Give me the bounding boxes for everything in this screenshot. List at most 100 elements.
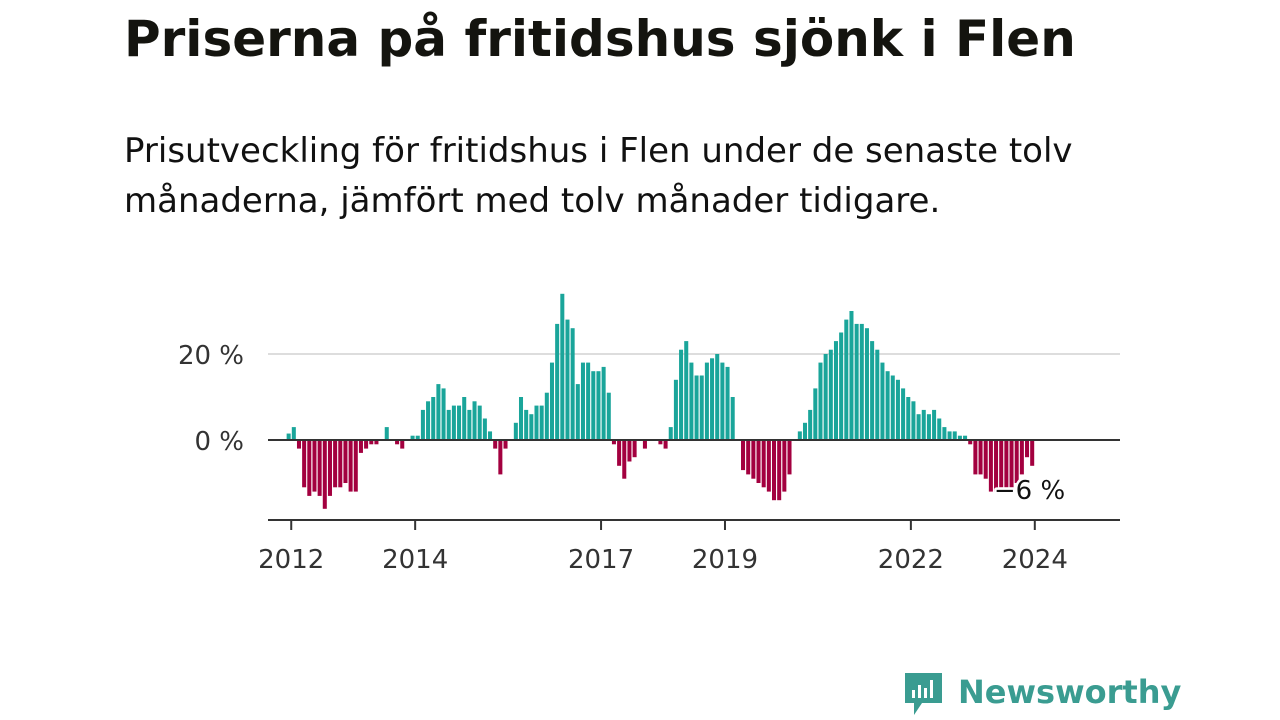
bar <box>1025 440 1030 458</box>
bar <box>627 440 632 462</box>
bar <box>684 341 689 440</box>
y-tick-label: 20 % <box>178 341 244 371</box>
bar <box>746 440 751 475</box>
bar <box>534 405 539 440</box>
bar <box>1004 440 1009 488</box>
newsworthy-logo-text: Newsworthy <box>958 673 1182 711</box>
bar <box>885 371 890 440</box>
bar <box>410 435 415 440</box>
bar <box>963 435 968 440</box>
bar <box>457 405 462 440</box>
bar <box>699 375 704 440</box>
bar <box>580 362 585 440</box>
bar <box>591 371 596 440</box>
bar <box>544 392 549 440</box>
bar <box>560 293 565 440</box>
bar <box>1014 440 1019 483</box>
x-tick-label: 2019 <box>692 545 758 575</box>
bar <box>353 440 358 492</box>
bar <box>493 440 498 449</box>
bar <box>472 401 477 440</box>
newsworthy-logo: Newsworthy <box>902 670 1181 716</box>
bar <box>932 409 937 440</box>
bar <box>374 440 379 445</box>
bar <box>689 362 694 440</box>
bar <box>611 440 616 445</box>
bar <box>1019 440 1024 475</box>
bar <box>870 341 875 440</box>
bar <box>730 397 735 440</box>
bar <box>859 323 864 440</box>
bar <box>513 422 518 440</box>
bar <box>395 440 400 445</box>
bar <box>849 311 854 440</box>
bar <box>761 440 766 488</box>
bar <box>333 440 338 488</box>
x-tick-label: 2014 <box>382 545 448 575</box>
bar <box>988 440 993 492</box>
bar <box>420 409 425 440</box>
bar <box>720 362 725 440</box>
bar <box>694 375 699 440</box>
bar <box>797 431 802 440</box>
bar <box>741 440 746 471</box>
x-tick-label: 2022 <box>878 545 944 575</box>
bar <box>431 397 436 440</box>
bar <box>968 440 973 445</box>
bar <box>725 366 730 440</box>
bar <box>307 440 312 496</box>
bar <box>937 418 942 440</box>
bar <box>777 440 782 501</box>
bar <box>926 414 931 440</box>
bar <box>503 440 508 449</box>
bar <box>1030 440 1035 466</box>
bar <box>947 431 952 440</box>
bar <box>973 440 978 475</box>
bar <box>828 349 833 440</box>
axes <box>268 439 1120 530</box>
bar <box>312 440 317 492</box>
bar <box>802 422 808 440</box>
bar <box>441 388 446 440</box>
bars <box>286 293 1035 509</box>
bar <box>617 440 622 466</box>
bar <box>880 362 885 440</box>
bar <box>570 328 575 440</box>
bar <box>384 427 389 440</box>
bar <box>622 440 627 479</box>
bar <box>895 379 900 440</box>
bar <box>358 440 363 453</box>
bar <box>875 349 880 440</box>
bar <box>364 440 369 449</box>
bar <box>818 362 823 440</box>
bar <box>808 409 813 440</box>
bar <box>994 440 999 492</box>
bar <box>916 414 921 440</box>
newsworthy-logo-icon <box>905 673 942 715</box>
x-tick-label: 2024 <box>1002 545 1068 575</box>
bar <box>642 440 647 449</box>
bar <box>766 440 771 492</box>
bar <box>663 440 668 449</box>
bar <box>482 418 487 440</box>
bar <box>415 435 420 440</box>
bar <box>565 319 570 440</box>
bar <box>704 362 709 440</box>
bar <box>529 414 534 440</box>
bar <box>921 409 926 440</box>
bar <box>549 362 554 440</box>
bar <box>751 440 756 479</box>
bar <box>322 440 327 509</box>
bar <box>715 354 720 440</box>
bar <box>658 440 663 445</box>
bar <box>400 440 405 449</box>
bar <box>673 379 678 440</box>
bar <box>787 440 792 475</box>
bar <box>477 405 482 440</box>
bar <box>833 341 838 440</box>
bar <box>575 384 580 440</box>
bar <box>782 440 787 492</box>
bar <box>467 409 472 440</box>
bar <box>911 401 916 440</box>
